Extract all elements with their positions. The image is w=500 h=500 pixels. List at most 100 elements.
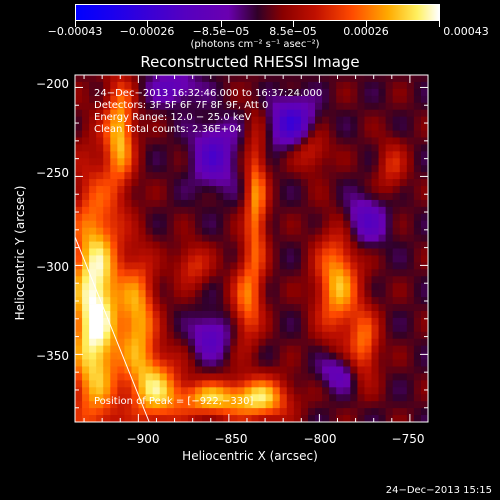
heatmap-cell <box>202 172 210 180</box>
heatmap-cell <box>300 206 309 215</box>
heatmap-cell <box>371 297 379 305</box>
heatmap-cell <box>322 387 330 395</box>
heatmap-cell <box>406 130 415 138</box>
heatmap-cell <box>251 151 259 159</box>
heatmap-cell <box>293 408 302 416</box>
heatmap-cell <box>209 290 217 298</box>
heatmap-cell <box>272 255 281 263</box>
heatmap-cell <box>75 102 83 111</box>
heatmap-cell <box>265 373 274 381</box>
heatmap-cell <box>307 241 316 249</box>
heatmap-cell <box>180 269 189 277</box>
heatmap-cell <box>166 401 175 409</box>
heatmap-cell <box>131 366 139 374</box>
heatmap-cell <box>89 255 97 263</box>
heatmap-cell <box>392 199 401 208</box>
heatmap-cell <box>180 324 189 333</box>
heatmap-cell <box>286 137 295 145</box>
heatmap-cell <box>385 415 394 423</box>
heatmap-cell <box>237 75 245 83</box>
heatmap-cell <box>89 366 97 374</box>
heatmap-cell <box>202 137 210 145</box>
heatmap-cell <box>385 116 394 124</box>
heatmap-cell <box>209 373 217 381</box>
heatmap-cell <box>103 373 111 381</box>
heatmap-cell <box>357 297 365 305</box>
heatmap-cell <box>413 109 422 118</box>
heatmap-cell <box>173 109 182 118</box>
heatmap-cell <box>258 220 267 229</box>
heatmap-cell <box>138 297 146 305</box>
heatmap-cell <box>166 408 175 416</box>
heatmap-cell <box>152 158 161 166</box>
heatmap-cell <box>202 109 210 118</box>
heatmap-cell <box>300 387 309 395</box>
heatmap-cell <box>110 206 118 215</box>
heatmap-cell <box>272 206 281 215</box>
heatmap-cell <box>392 317 401 326</box>
heatmap-cell <box>265 144 274 152</box>
heatmap-cell <box>300 304 309 312</box>
heatmap-cell <box>329 255 337 263</box>
heatmap-cell <box>82 81 90 90</box>
heatmap-cell <box>138 241 146 249</box>
heatmap-cell <box>350 317 358 326</box>
heatmap-cell <box>230 255 238 263</box>
heatmap-cell <box>343 241 351 249</box>
heatmap-cell <box>89 373 97 381</box>
heatmap-cell <box>166 179 175 187</box>
heatmap-cell <box>265 276 274 284</box>
heatmap-cell <box>279 262 288 270</box>
heatmap-cell <box>272 248 281 256</box>
heatmap-cell <box>166 81 175 90</box>
heatmap-cell <box>96 380 104 388</box>
heatmap-cell <box>392 394 401 402</box>
heatmap-cell <box>159 192 168 201</box>
heatmap-cell <box>329 192 337 201</box>
heatmap-cell <box>138 81 146 90</box>
heatmap-cell <box>322 359 330 367</box>
heatmap-cell <box>406 359 415 367</box>
heatmap-cell <box>258 172 267 180</box>
heatmap-cell <box>117 227 125 236</box>
heatmap-cell <box>307 151 316 159</box>
heatmap-cell <box>357 227 365 236</box>
heatmap-cell <box>216 401 224 409</box>
heatmap-cell <box>187 179 196 187</box>
heatmap-cell <box>279 310 288 319</box>
heatmap-cell <box>420 304 429 312</box>
heatmap-cell <box>89 276 97 284</box>
heatmap-cell <box>124 269 132 277</box>
heatmap-cell <box>202 102 210 111</box>
heatmap-cell <box>75 366 83 374</box>
heatmap-cell <box>159 373 168 381</box>
heatmap-cell <box>187 415 196 423</box>
heatmap-cell <box>110 192 118 201</box>
heatmap-cell <box>145 408 154 416</box>
heatmap-cell <box>300 213 309 222</box>
heatmap-cell <box>89 283 97 291</box>
heatmap-cell <box>350 408 358 416</box>
heatmap-cell <box>322 380 330 388</box>
heatmap-cell <box>279 401 288 409</box>
heatmap-cell <box>131 248 139 256</box>
heatmap-cell <box>364 394 372 402</box>
heatmap-cell <box>307 172 316 180</box>
heatmap-cell <box>223 165 231 173</box>
heatmap-cell <box>293 283 302 291</box>
heatmap-cell <box>202 88 210 97</box>
heatmap-cell <box>293 213 302 222</box>
heatmap-cell <box>272 276 281 284</box>
heatmap-cell <box>265 262 274 270</box>
heatmap-cell <box>145 338 154 347</box>
heatmap-cell <box>343 130 351 138</box>
heatmap-cell <box>413 317 422 326</box>
heatmap-cell <box>166 137 175 145</box>
heatmap-cell <box>138 109 146 118</box>
heatmap-cell <box>315 179 323 187</box>
heatmap-cell <box>145 179 154 187</box>
heatmap-cell <box>230 165 238 173</box>
heatmap-cell <box>413 387 422 395</box>
heatmap-cell <box>216 373 224 381</box>
heatmap-cell <box>173 227 182 236</box>
